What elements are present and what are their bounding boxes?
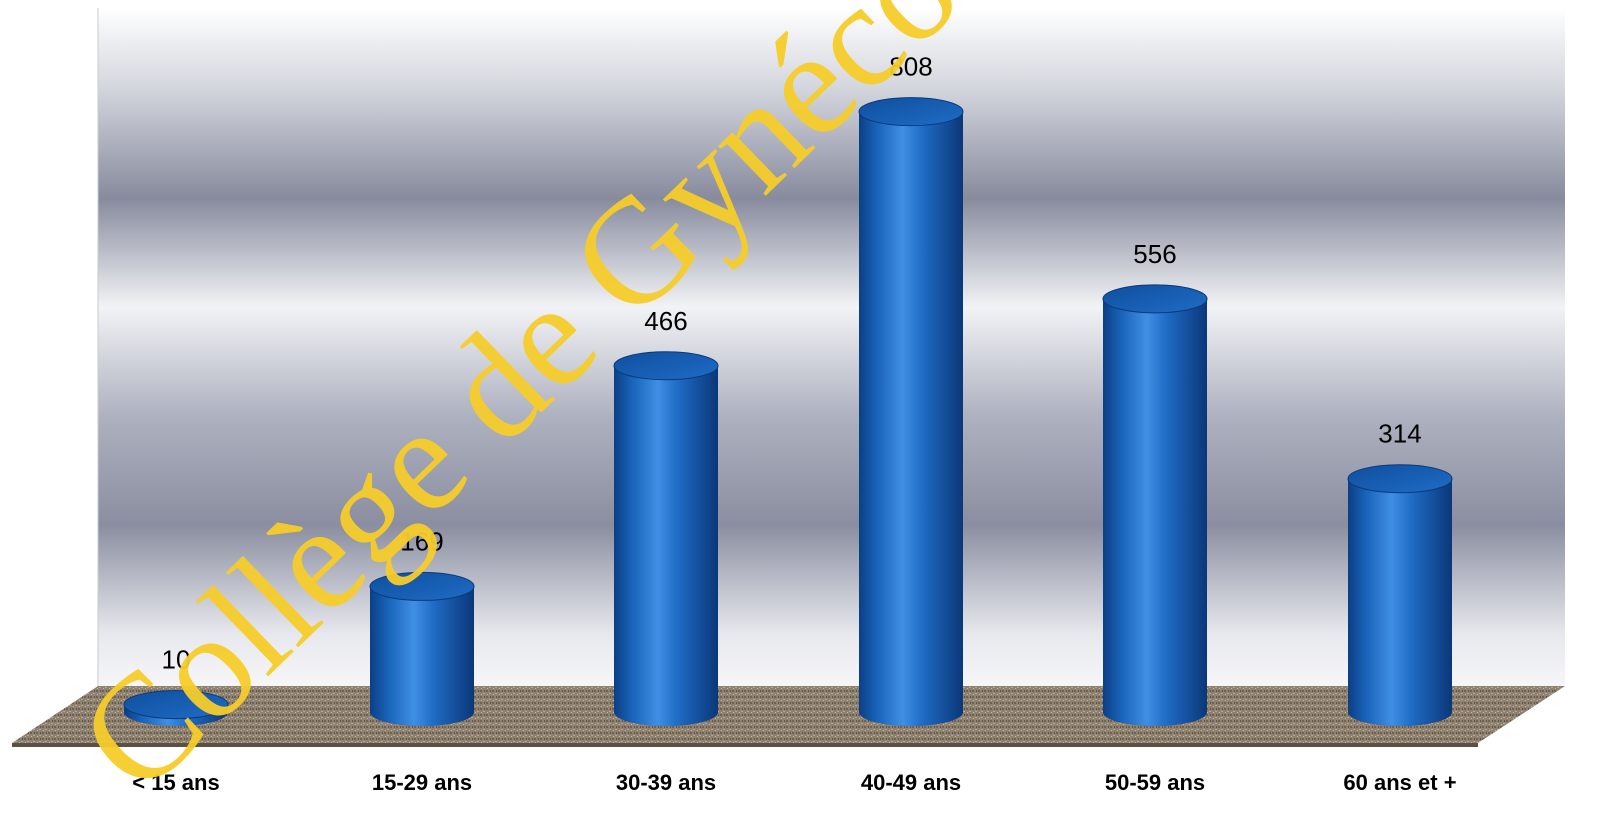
bar-group <box>123 97 1453 726</box>
bar-0 <box>123 690 229 726</box>
category-label: 30-39 ans <box>616 770 716 795</box>
bar-body <box>614 365 718 712</box>
bar-4 <box>1102 284 1208 726</box>
chart-back-wall <box>98 8 1565 688</box>
value-label: 169 <box>400 526 443 556</box>
bar-top <box>613 351 719 381</box>
value-label: 10 <box>162 645 191 675</box>
bar-body <box>370 586 474 712</box>
bar-top <box>123 690 229 720</box>
bar-bottom-curve <box>1103 711 1207 726</box>
value-label: 314 <box>1378 419 1421 449</box>
bar-bottom-curve <box>859 711 963 726</box>
category-label: < 15 ans <box>132 770 219 795</box>
chart-floor-edge <box>12 743 1478 747</box>
bar-body <box>1348 478 1452 712</box>
category-label: 15-29 ans <box>372 770 472 795</box>
bar-5 <box>1347 464 1453 726</box>
bar-1 <box>369 571 475 726</box>
value-label: 466 <box>644 306 687 336</box>
bar-top <box>1102 284 1208 314</box>
bar-top <box>369 571 475 601</box>
category-label: 60 ans et + <box>1343 770 1456 795</box>
bar-bottom-curve <box>370 711 474 726</box>
value-label: 808 <box>889 52 932 82</box>
bar-body <box>1103 298 1207 712</box>
category-label-group: < 15 ans 15-29 ans 30-39 ans 40-49 ans 50-59… <box>132 770 1456 795</box>
bar-top <box>858 97 964 127</box>
value-label: 556 <box>1133 239 1176 269</box>
category-label: 50-59 ans <box>1105 770 1205 795</box>
bar-top <box>1347 464 1453 494</box>
value-label-group: 10 169 466 808 556 314 <box>162 52 1422 675</box>
bar-bottom-curve <box>614 711 718 726</box>
bar-body <box>859 111 963 712</box>
category-label: 40-49 ans <box>861 770 961 795</box>
bar-bottom-curve <box>1348 711 1452 726</box>
bar-3 <box>858 97 964 726</box>
bar-2 <box>613 351 719 726</box>
